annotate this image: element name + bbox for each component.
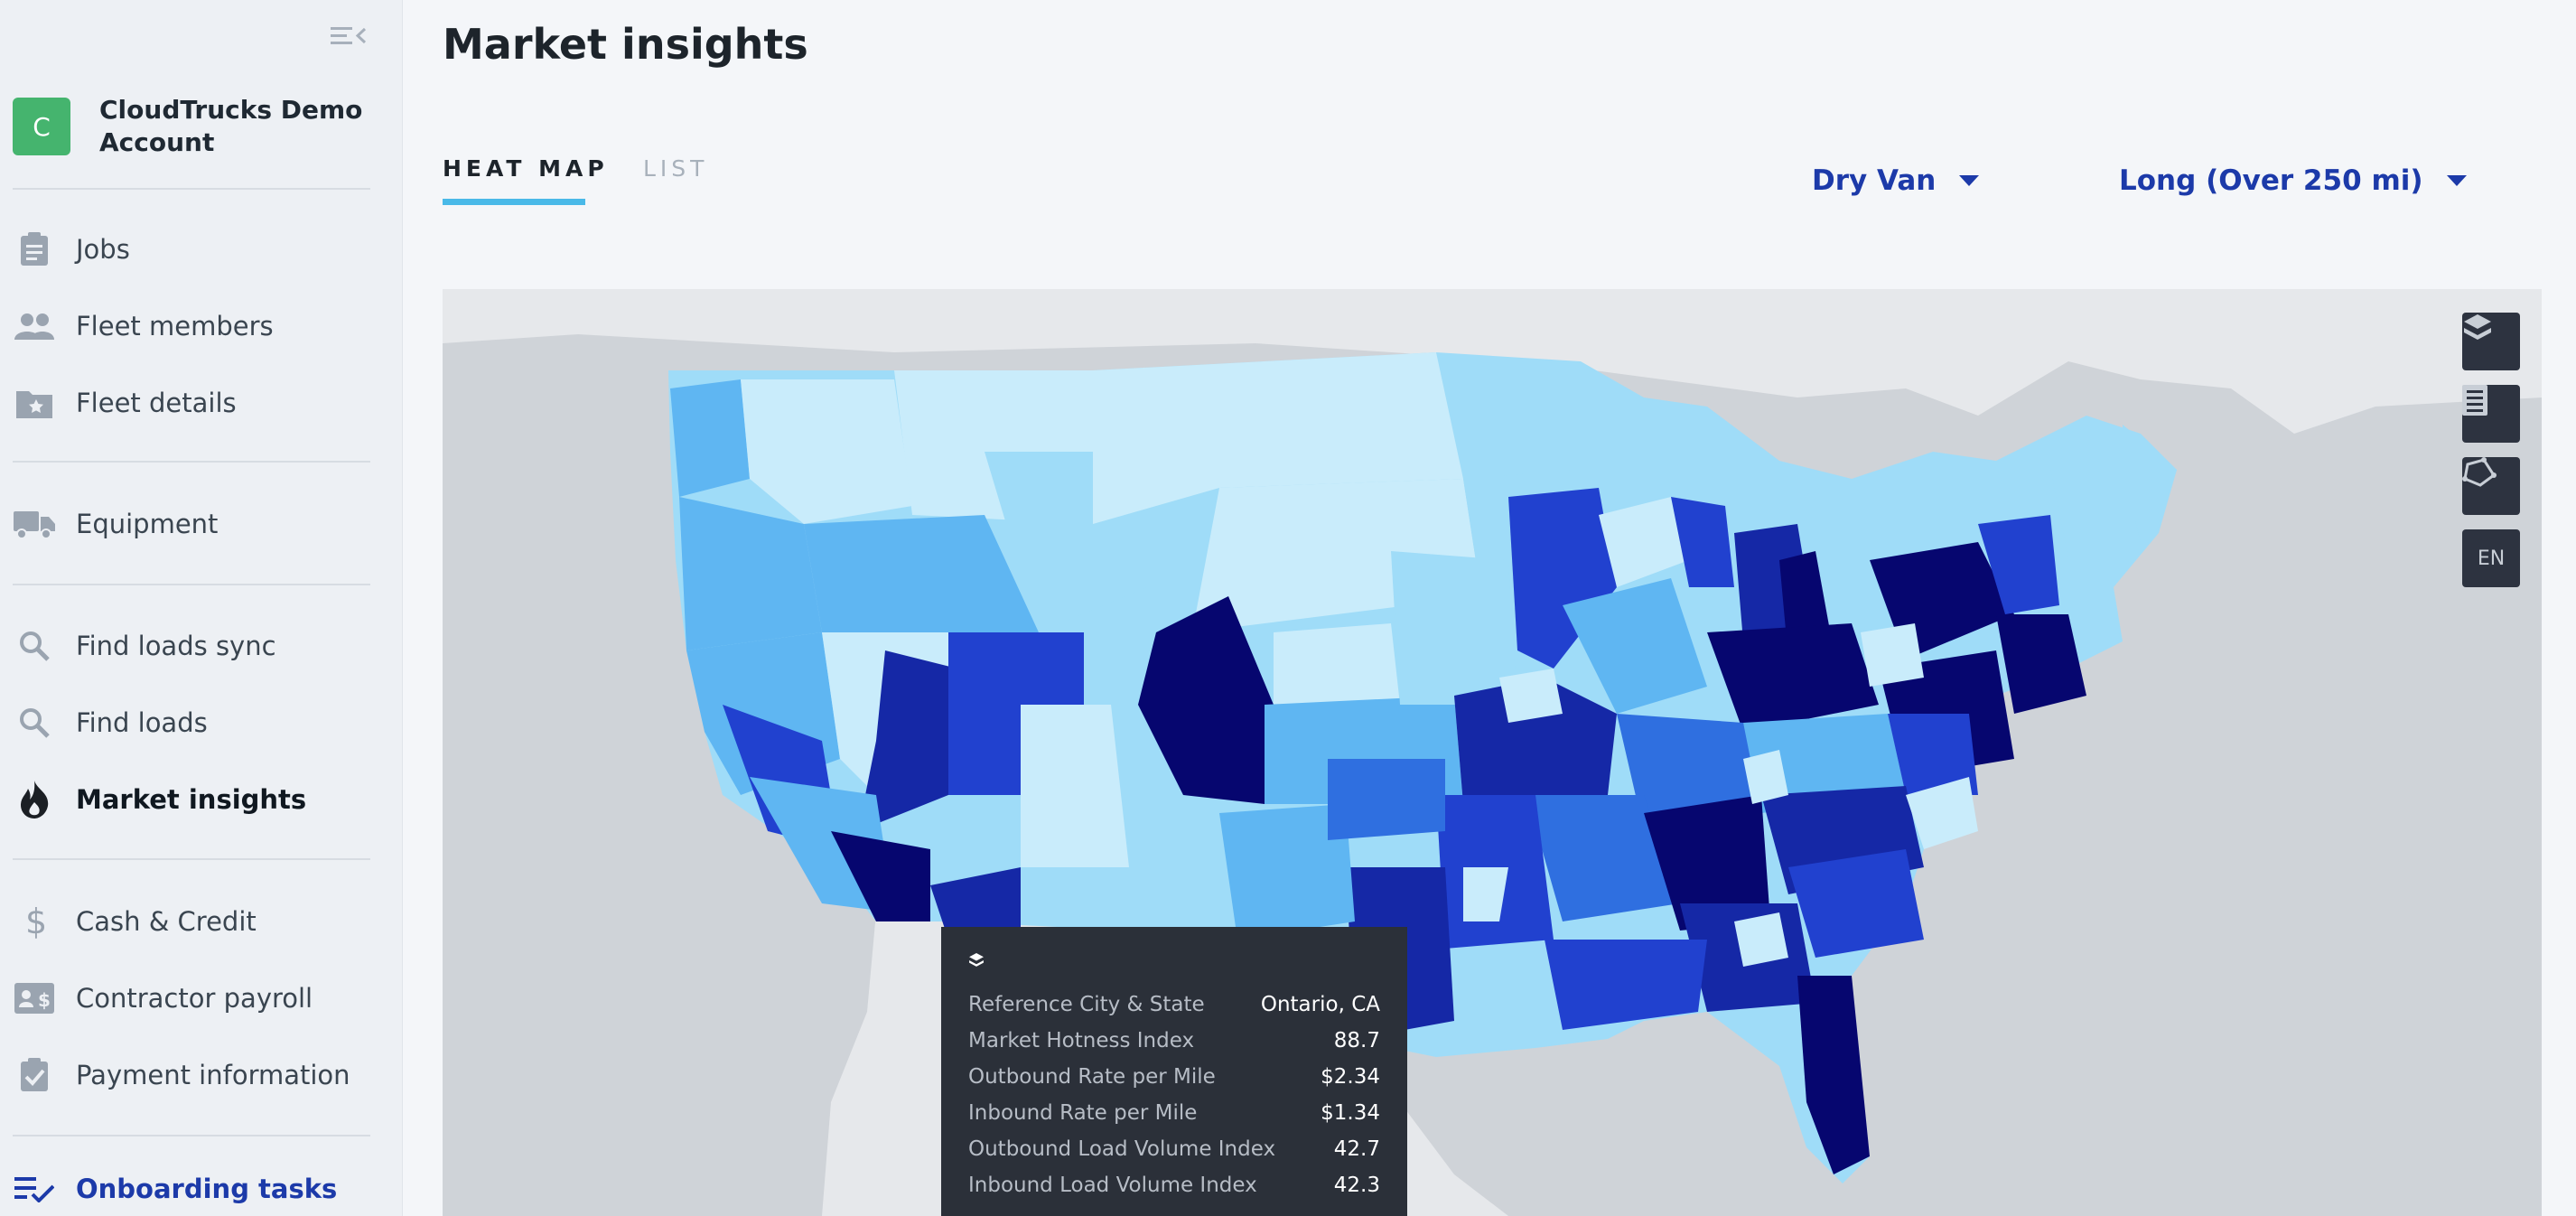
tooltip-value: $2.34 (1321, 1065, 1380, 1089)
sidebar-item-contractor-payroll[interactable]: $ Contractor payroll (13, 971, 383, 1025)
tooltip-value: 42.7 (1333, 1137, 1380, 1161)
checklist-icon (13, 1167, 56, 1211)
tooltip-row-inbound-volume: Inbound Load Volume Index 42.3 (968, 1167, 1380, 1203)
search-icon (13, 624, 56, 668)
tooltip-value: 88.7 (1333, 1029, 1380, 1052)
sidebar-item-label: Contractor payroll (76, 983, 313, 1014)
tooltip-row-inbound-rate: Inbound Rate per Mile $1.34 (968, 1095, 1380, 1131)
vehicle-type-dropdown[interactable]: Dry Van (1812, 161, 1980, 201)
layer-icon (968, 950, 1380, 987)
caret-down-icon (2446, 175, 2467, 186)
vehicle-type-value: Dry Van (1812, 164, 1937, 197)
tooltip-row-outbound-volume: Outbound Load Volume Index 42.7 (968, 1131, 1380, 1167)
canada-land (443, 289, 2542, 434)
legend-icon[interactable] (2462, 385, 2520, 443)
sidebar-item-fleet-members[interactable]: Fleet members (13, 299, 383, 353)
sidebar-item-find-loads-sync[interactable]: Find loads sync (13, 619, 383, 673)
collapse-sidebar-icon[interactable] (329, 22, 369, 51)
tooltip-label: Market Hotness Index (968, 1029, 1195, 1052)
tooltip-label: Inbound Load Volume Index (968, 1174, 1257, 1197)
id-card-dollar-icon: $ (13, 977, 56, 1020)
sidebar-item-label: Fleet details (76, 388, 237, 418)
tab-heat-map[interactable]: HEAT MAP (443, 155, 609, 182)
page-title: Market insights (443, 20, 808, 69)
heat-regions (670, 352, 2177, 1174)
tooltip-label: Outbound Load Volume Index (968, 1137, 1276, 1161)
layer-icon[interactable] (2462, 313, 2520, 370)
svg-text:$: $ (38, 989, 51, 1011)
draw-polygon-icon[interactable] (2462, 457, 2520, 515)
account-switcher[interactable]: C CloudTrucks Demo Account (13, 90, 370, 163)
sidebar-item-label: Cash & Credit (76, 906, 257, 937)
divider (13, 584, 370, 585)
sidebar-item-label: Jobs (76, 234, 130, 265)
sidebar-item-cash-credit[interactable]: $ Cash & Credit (13, 894, 383, 949)
sidebar-item-market-insights[interactable]: Market insights (13, 772, 383, 827)
divider (13, 461, 370, 463)
sidebar-item-label: Onboarding tasks (76, 1174, 338, 1204)
language-button[interactable]: EN (2462, 529, 2520, 587)
distance-dropdown[interactable]: Long (Over 250 mi) (2119, 161, 2467, 201)
sidebar-item-label: Equipment (76, 509, 219, 539)
sidebar-item-find-loads[interactable]: Find loads (13, 696, 383, 750)
map-tooltip: Reference City & State Ontario, CA Marke… (941, 927, 1407, 1216)
tooltip-row-hotness-index: Market Hotness Index 88.7 (968, 1023, 1380, 1059)
tooltip-row-outbound-rate: Outbound Rate per Mile $2.34 (968, 1059, 1380, 1095)
sidebar-item-label: Find loads sync (76, 631, 276, 661)
divider (13, 188, 370, 190)
sidebar-item-payment-information[interactable]: Payment information (13, 1048, 383, 1102)
divider (13, 858, 370, 860)
sidebar: C CloudTrucks Demo Account Jobs Fleet me… (0, 0, 403, 1216)
sidebar-item-label: Fleet members (76, 311, 274, 341)
distance-value: Long (Over 250 mi) (2119, 164, 2423, 197)
divider (13, 1135, 370, 1136)
caret-down-icon (1959, 175, 1980, 186)
tab-indicator (443, 199, 585, 205)
account-name: CloudTrucks Demo Account (99, 95, 363, 157)
sidebar-item-jobs[interactable]: Jobs (13, 222, 383, 276)
tab-list[interactable]: LIST (643, 155, 709, 182)
truck-icon (13, 502, 56, 546)
avatar: C (13, 98, 70, 155)
heat-map[interactable]: EN (443, 289, 2542, 1216)
dollar-icon: $ (13, 900, 56, 943)
svg-text:$: $ (25, 903, 46, 940)
clipboard-check-icon (13, 1053, 56, 1097)
sidebar-item-label: Find loads (76, 707, 208, 738)
sidebar-item-fleet-details[interactable]: Fleet details (13, 376, 383, 430)
tooltip-label: Outbound Rate per Mile (968, 1065, 1216, 1089)
sidebar-item-equipment[interactable]: Equipment (13, 497, 383, 551)
tooltip-label: Reference City & State (968, 993, 1205, 1016)
folder-star-icon (13, 381, 56, 425)
people-icon (13, 304, 56, 348)
flame-icon (13, 778, 56, 821)
tooltip-row-reference-city: Reference City & State Ontario, CA (968, 987, 1380, 1023)
tooltip-value: Ontario, CA (1260, 993, 1380, 1016)
clipboard-icon (13, 228, 56, 271)
tooltip-value: $1.34 (1321, 1101, 1380, 1125)
heat-map-canvas (443, 289, 2542, 1216)
tooltip-value: 42.3 (1333, 1174, 1380, 1197)
tooltip-label: Inbound Rate per Mile (968, 1101, 1198, 1125)
sidebar-item-label: Payment information (76, 1060, 350, 1090)
sidebar-item-label: Market insights (76, 784, 307, 815)
sidebar-item-onboarding-tasks[interactable]: Onboarding tasks (13, 1162, 383, 1216)
search-icon (13, 701, 56, 744)
